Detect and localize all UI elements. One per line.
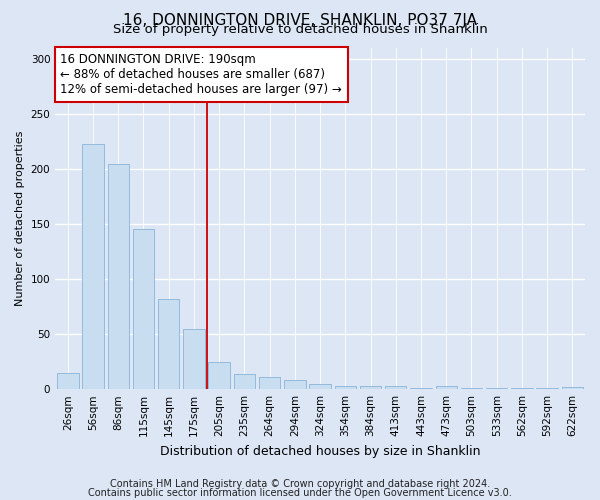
Bar	[259, 377, 280, 389]
Bar	[133, 230, 154, 389]
Bar	[183, 328, 205, 389]
Bar	[511, 388, 533, 389]
Bar	[107, 164, 129, 389]
Text: 16 DONNINGTON DRIVE: 190sqm
← 88% of detached houses are smaller (687)
12% of se: 16 DONNINGTON DRIVE: 190sqm ← 88% of det…	[61, 52, 342, 96]
Bar	[284, 380, 305, 389]
Bar	[158, 299, 179, 389]
Bar	[310, 384, 331, 389]
Text: 16, DONNINGTON DRIVE, SHANKLIN, PO37 7JA: 16, DONNINGTON DRIVE, SHANKLIN, PO37 7JA	[123, 12, 477, 28]
Text: Size of property relative to detached houses in Shanklin: Size of property relative to detached ho…	[113, 22, 487, 36]
Bar	[562, 387, 583, 389]
Text: Contains HM Land Registry data © Crown copyright and database right 2024.: Contains HM Land Registry data © Crown c…	[110, 479, 490, 489]
Bar	[385, 386, 406, 389]
Bar	[335, 386, 356, 389]
Bar	[461, 388, 482, 389]
Text: Contains public sector information licensed under the Open Government Licence v3: Contains public sector information licen…	[88, 488, 512, 498]
Bar	[233, 374, 255, 389]
Bar	[360, 386, 381, 389]
Y-axis label: Number of detached properties: Number of detached properties	[15, 130, 25, 306]
Bar	[436, 386, 457, 389]
Bar	[82, 144, 104, 389]
Bar	[410, 388, 432, 389]
Bar	[57, 372, 79, 389]
X-axis label: Distribution of detached houses by size in Shanklin: Distribution of detached houses by size …	[160, 444, 481, 458]
Bar	[486, 388, 508, 389]
Bar	[536, 388, 558, 389]
Bar	[208, 362, 230, 389]
